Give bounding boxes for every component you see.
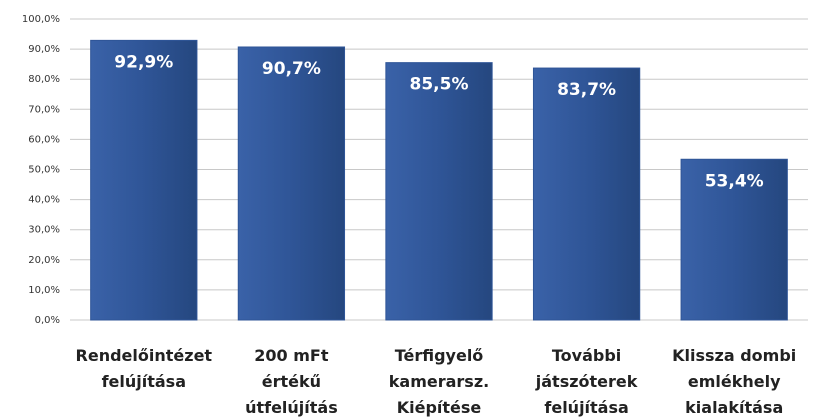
x-tick-label-line: felújítása	[102, 372, 186, 391]
x-tick-label-line: kialakítása	[685, 398, 783, 417]
y-tick-label: 60,0%	[28, 134, 60, 145]
data-label: 83,7%	[557, 80, 616, 100]
y-tick-label: 80,0%	[28, 74, 60, 85]
y-tick-label: 70,0%	[28, 104, 60, 115]
y-tick-label: 20,0%	[28, 255, 60, 266]
y-tick-label: 0,0%	[35, 315, 60, 326]
x-tick-label: Térfigyelő kamerarsz. Kiépítése	[389, 346, 489, 417]
x-tick-label-line: értékű	[262, 372, 321, 391]
x-tick-label-line: felújítása	[544, 398, 628, 417]
x-tick-label-line: Rendelőintézet	[76, 346, 213, 365]
bar	[680, 158, 788, 321]
y-tick-label: 10,0%	[28, 285, 60, 296]
data-label: 85,5%	[410, 75, 469, 95]
y-tick-label: 40,0%	[28, 195, 60, 206]
data-label: 53,4%	[705, 171, 764, 191]
x-tick-label: További játszóterek felújítása	[535, 346, 638, 417]
x-tick-label-line: útfelújítás	[245, 398, 338, 417]
bar	[385, 62, 493, 321]
y-tick-label: 100,0%	[22, 14, 60, 25]
bar	[532, 67, 641, 321]
x-tick-label-line: emlékhely	[688, 372, 781, 391]
y-tick-label: 30,0%	[28, 225, 60, 236]
x-tick-label-line: Klissza dombi	[672, 346, 796, 365]
x-tick-label-line: További	[552, 346, 621, 365]
x-tick-label-line: játszóterek	[535, 372, 638, 391]
data-label: 92,9%	[114, 52, 173, 72]
x-tick-label: 200 mFt értékű útfelújítás	[245, 346, 338, 417]
y-tick-label: 90,0%	[28, 44, 60, 55]
x-tick-label: Rendelőintézet felújítása	[76, 346, 213, 391]
x-tick-label-line: kamerarsz.	[389, 372, 489, 391]
bar	[90, 39, 198, 321]
x-tick-label: Klissza dombi emlékhely kialakítása	[672, 346, 796, 417]
y-tick-label: 50,0%	[28, 165, 60, 176]
bar	[237, 46, 346, 321]
x-tick-label-line: Térfigyelő	[395, 346, 484, 365]
data-label: 90,7%	[262, 59, 321, 79]
x-tick-label-line: Kiépítése	[397, 398, 482, 417]
x-tick-label-line: 200 mFt	[254, 346, 329, 365]
